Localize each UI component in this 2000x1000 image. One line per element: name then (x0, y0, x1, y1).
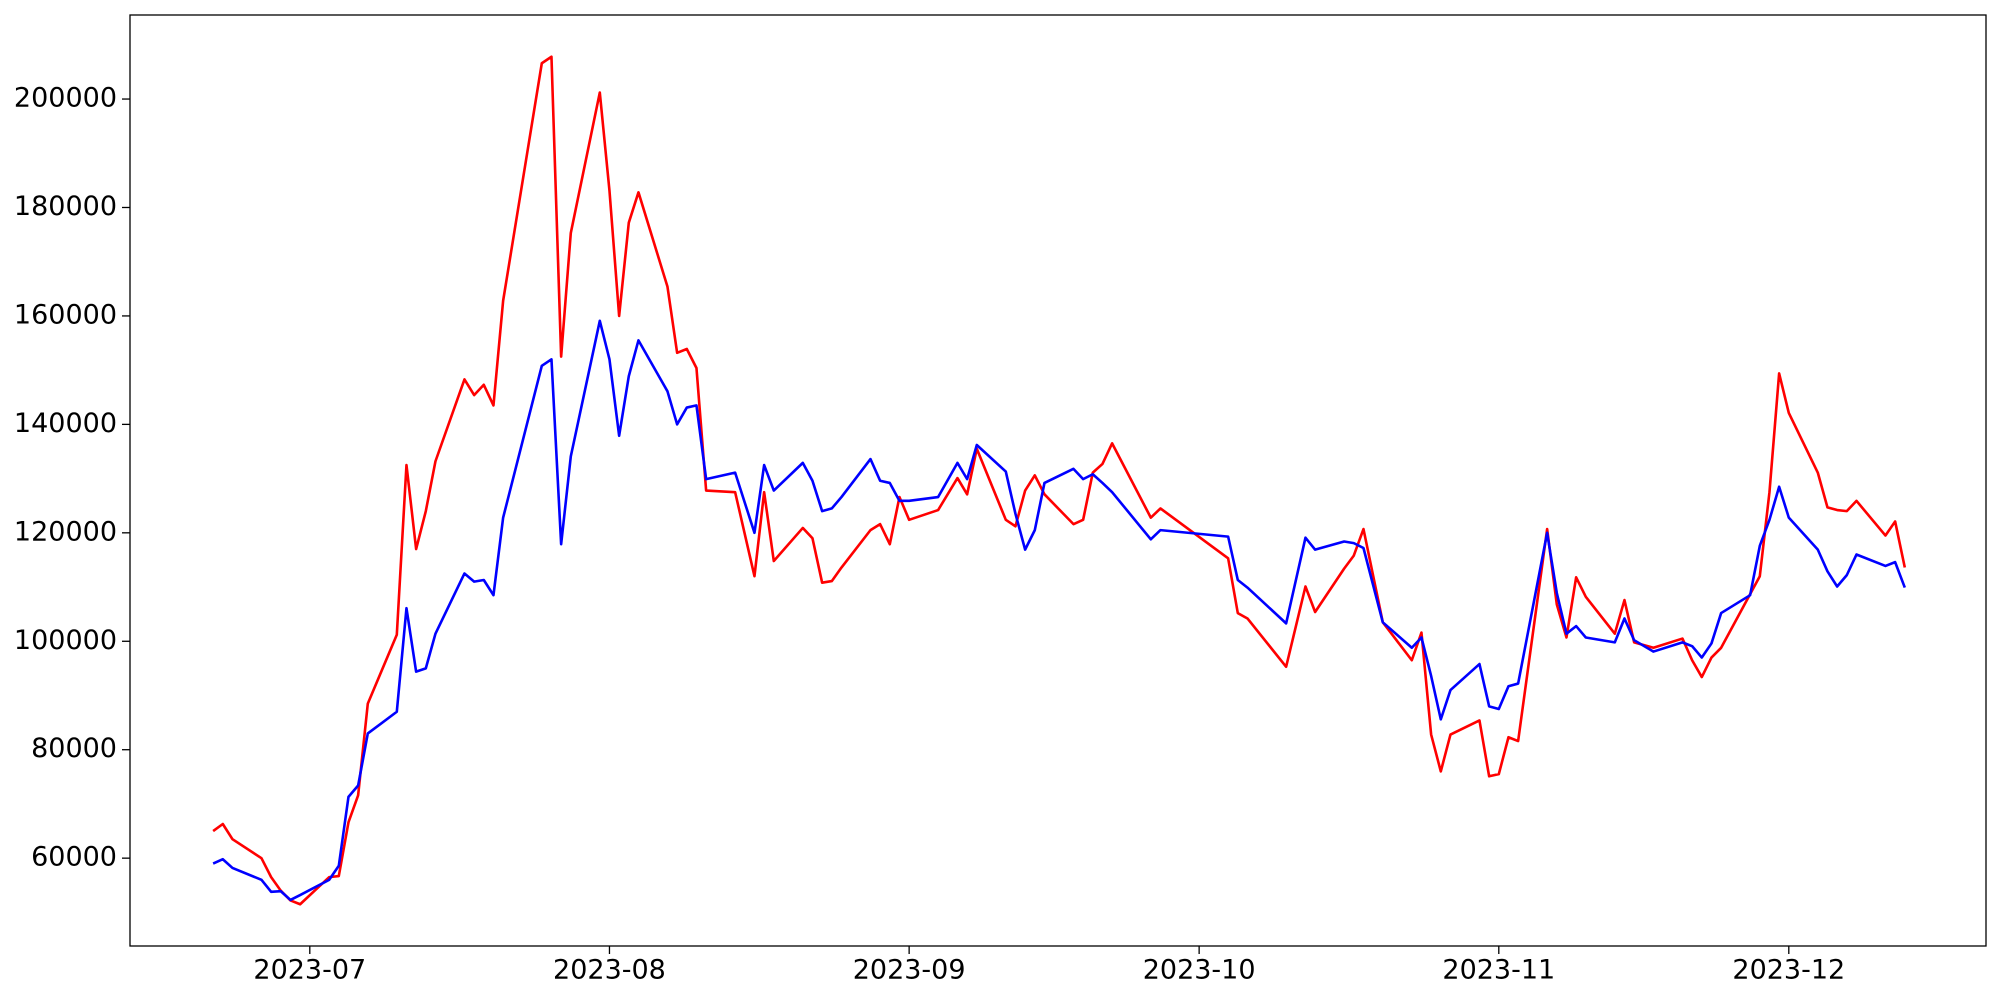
y-tick-label: 140000 (14, 408, 117, 439)
x-tick-label: 2023-08 (553, 955, 666, 986)
y-tick-label: 100000 (14, 625, 117, 656)
line-series (212, 55, 1907, 906)
x-tick-label: 2023-07 (253, 955, 366, 986)
plot-frame (129, 14, 1987, 947)
y-tick-label: 200000 (14, 83, 117, 114)
y-tick-label: 120000 (14, 516, 117, 547)
y-tick-label: 160000 (14, 299, 117, 330)
y-tick-label: 60000 (31, 842, 117, 873)
y-tick-label: 180000 (14, 191, 117, 222)
line-series (212, 319, 1907, 902)
x-tick-label: 2023-10 (1143, 955, 1256, 986)
x-tick-label: 2023-11 (1442, 955, 1555, 986)
x-tick-label: 2023-09 (853, 955, 966, 986)
x-tick-label: 2023-12 (1732, 955, 1845, 986)
y-tick-label: 80000 (31, 733, 117, 764)
